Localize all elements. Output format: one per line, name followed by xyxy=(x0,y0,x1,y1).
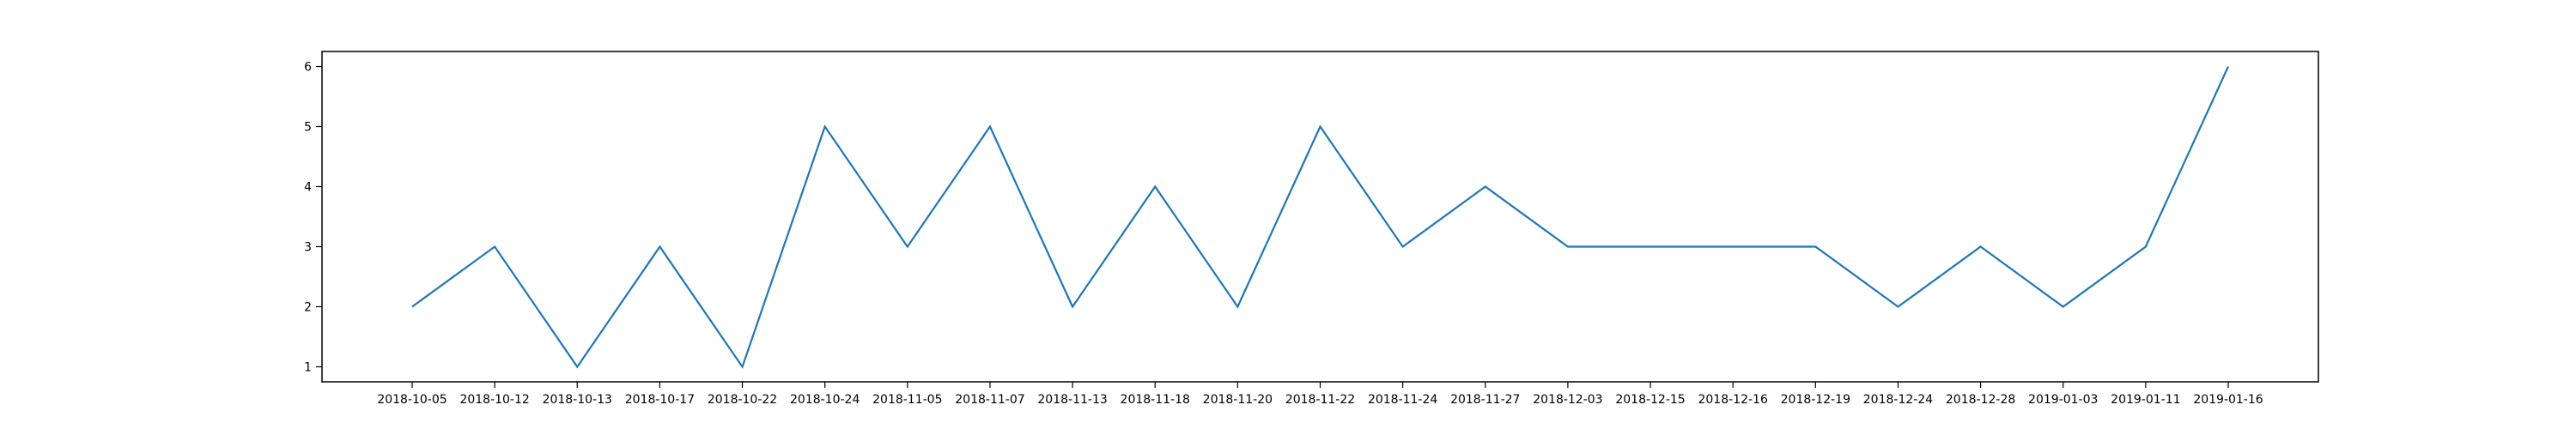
x-tick-label: 2018-10-22 xyxy=(708,393,777,407)
x-tick-label: 2018-10-13 xyxy=(543,393,612,407)
x-tick-label: 2018-12-16 xyxy=(1698,393,1767,407)
y-tick-label: 1 xyxy=(304,361,312,375)
y-tick-label: 2 xyxy=(304,301,312,315)
x-tick-label: 2018-11-18 xyxy=(1121,393,1190,407)
x-tick-label: 2018-11-24 xyxy=(1368,393,1437,407)
plot-area xyxy=(411,66,2230,369)
x-tick-label: 2019-01-16 xyxy=(2193,393,2263,407)
x-tick-label: 2018-10-12 xyxy=(459,393,529,407)
x-tick-label: 2018-10-05 xyxy=(377,393,447,407)
x-tick-label: 2019-01-03 xyxy=(2028,393,2098,407)
y-axis: 1 2 3 4 5 6 xyxy=(304,61,322,375)
x-axis: 2018-10-05 2018-10-12 2018-10-13 2018-10-17… xyxy=(377,382,2263,407)
x-tick-label: 2018-10-24 xyxy=(790,393,860,407)
x-tick-label: 2018-11-20 xyxy=(1203,393,1273,407)
x-tick-label: 2019-01-11 xyxy=(2111,393,2180,407)
y-tick-label: 5 xyxy=(304,121,312,135)
plot-frame xyxy=(321,51,2319,383)
x-tick-label: 2018-10-17 xyxy=(625,393,695,407)
x-tick-label: 2018-12-28 xyxy=(1946,393,2015,407)
x-tick-label: 2018-12-03 xyxy=(1533,393,1602,407)
x-tick-label: 2018-11-13 xyxy=(1037,393,1107,407)
series-line xyxy=(411,66,2230,369)
x-tick-label: 2018-12-24 xyxy=(1863,393,1933,407)
x-tick-label: 2018-12-15 xyxy=(1615,393,1685,407)
y-tick-label: 6 xyxy=(304,61,312,75)
y-tick-label: 4 xyxy=(304,181,312,195)
x-tick-label: 2018-11-22 xyxy=(1285,393,1355,407)
y-tick-label: 3 xyxy=(304,241,312,255)
x-tick-label: 2018-11-05 xyxy=(872,393,942,407)
x-tick-label: 2018-12-19 xyxy=(1781,393,1850,407)
x-tick-label: 2018-11-27 xyxy=(1450,393,1520,407)
x-tick-label: 2018-11-07 xyxy=(955,393,1024,407)
